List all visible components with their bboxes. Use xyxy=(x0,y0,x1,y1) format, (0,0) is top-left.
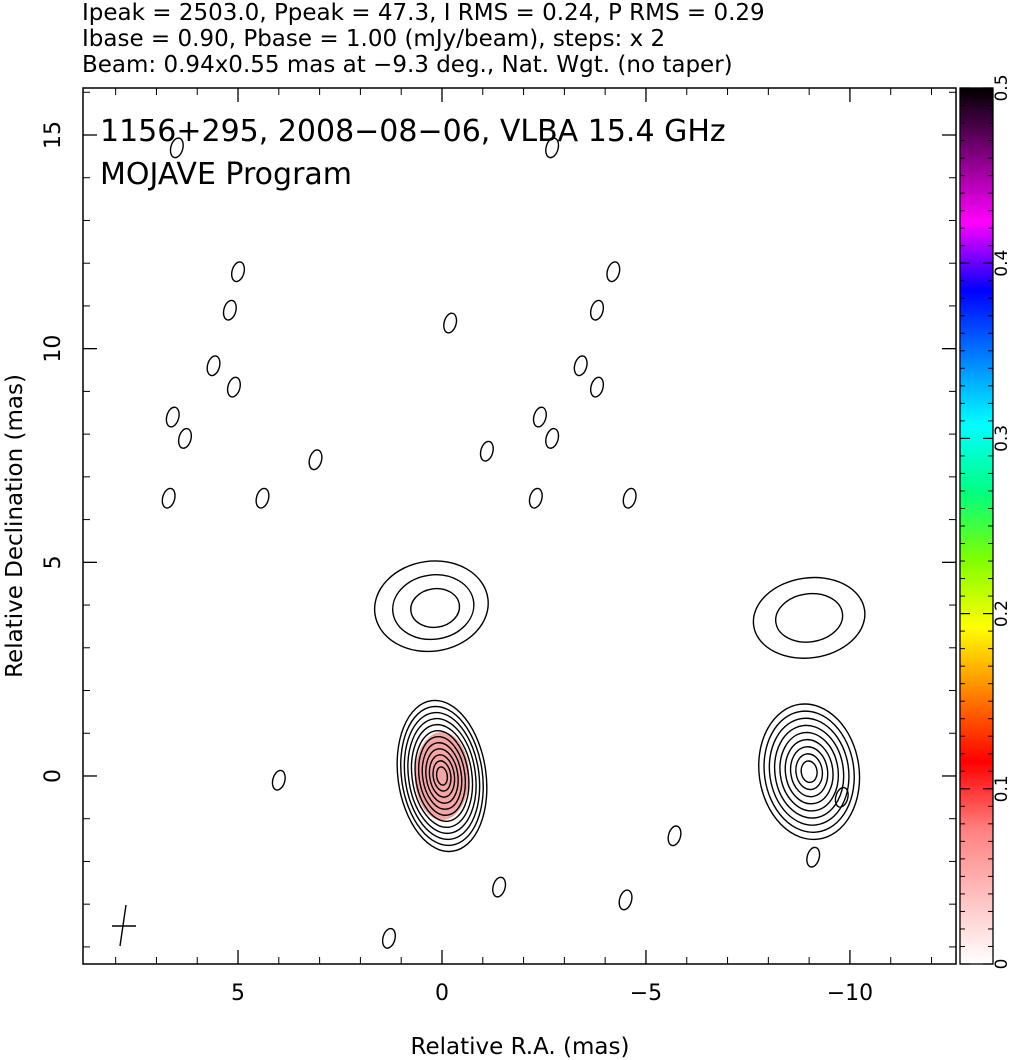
noise-contour xyxy=(618,889,633,911)
y-tick-label: 5 xyxy=(41,555,66,569)
y-tick-label: 15 xyxy=(41,121,66,149)
contour-level xyxy=(414,729,470,822)
contour-level xyxy=(417,736,467,816)
noise-contour xyxy=(161,487,176,509)
noise-contour xyxy=(606,261,621,283)
noise-contour xyxy=(622,487,637,509)
colorbar-tick-label: 0.4 xyxy=(992,250,1012,277)
contour-level xyxy=(373,560,489,653)
source-1 xyxy=(396,699,488,853)
contour-level xyxy=(800,760,818,784)
y-axis-label: Relative Declination (mas) xyxy=(2,374,28,678)
noise-contour xyxy=(589,376,605,398)
contour-level xyxy=(752,576,866,659)
x-tick-label: −10 xyxy=(827,981,873,1006)
source-2 xyxy=(373,560,489,653)
noise-contour xyxy=(589,299,605,321)
noise-contour xyxy=(308,449,323,471)
noise-contour xyxy=(492,876,507,898)
colorbar-tick-label: 0.1 xyxy=(992,775,1012,802)
noise-contour xyxy=(206,355,221,377)
noise-contour xyxy=(573,355,588,377)
x-tick-label: −5 xyxy=(630,981,662,1006)
noise-contour xyxy=(222,299,237,321)
noise-contour xyxy=(479,440,494,462)
beam-symbol xyxy=(112,904,136,947)
noise-contour xyxy=(177,427,193,449)
x-tick-label: 5 xyxy=(231,981,245,1006)
contour-level xyxy=(392,574,475,641)
header-line-3: Beam: 0.94x0.55 mas at −9.3 deg., Nat. W… xyxy=(82,52,733,78)
x-tick-label: 0 xyxy=(435,981,449,1006)
noise-contour xyxy=(381,927,397,949)
contour-level xyxy=(428,754,456,798)
contour-level xyxy=(773,724,845,819)
noise-contour xyxy=(443,312,458,334)
contour-level xyxy=(410,587,461,629)
noise-contour xyxy=(528,487,543,509)
colorbar-tick-label: 0.3 xyxy=(992,425,1012,452)
source-4 xyxy=(752,576,866,659)
source-3 xyxy=(758,703,861,841)
noise-contour xyxy=(834,786,849,808)
contour-level xyxy=(774,592,844,643)
contour-level xyxy=(400,705,484,847)
colorbar-tick-label: 0 xyxy=(992,959,1012,970)
y-tick-label: 10 xyxy=(41,335,66,363)
contour-level xyxy=(407,717,477,835)
noise-contour xyxy=(806,846,821,868)
contour-level xyxy=(795,753,824,791)
noise-contour xyxy=(169,137,184,159)
contour-level xyxy=(768,717,850,826)
contour-level xyxy=(421,742,463,810)
noise-contour xyxy=(545,427,560,449)
noise-contour xyxy=(230,261,246,283)
noise-contour xyxy=(667,825,682,847)
contour-level xyxy=(784,738,834,805)
contour-level xyxy=(425,748,459,804)
header-line-1: Ipeak = 2503.0, Ppeak = 47.3, I RMS = 0.… xyxy=(82,0,765,26)
noise-contour xyxy=(165,406,180,428)
chart-title: 1156+295, 2008−08−06, VLBA 15.4 GHz xyxy=(100,114,726,149)
contour-features xyxy=(161,137,866,949)
x-axis-label: Relative R.A. (mas) xyxy=(411,1034,630,1060)
chart-subtitle: MOJAVE Program xyxy=(100,157,352,192)
plot-frame xyxy=(82,87,957,965)
contour-level xyxy=(435,766,449,786)
y-tick-label: 0 xyxy=(41,769,66,783)
noise-contour xyxy=(226,376,241,398)
contour-level xyxy=(432,760,452,792)
contour-level xyxy=(410,723,474,829)
contour-level xyxy=(403,711,481,841)
contour-level xyxy=(779,731,840,812)
colorbar-tick-label: 0.2 xyxy=(992,600,1012,627)
source-fill xyxy=(414,731,470,821)
noise-contour xyxy=(545,137,560,159)
contour-level xyxy=(396,699,488,853)
contour-level xyxy=(758,703,861,841)
contour-level xyxy=(789,746,829,798)
noise-contour xyxy=(255,487,270,509)
colorbar-tick-label: 0.5 xyxy=(992,74,1012,101)
axis-ticks: 5 0 −5 −10 0 5 10 15 xyxy=(41,88,956,1006)
noise-contour xyxy=(271,769,286,791)
contour-level xyxy=(763,710,855,833)
colorbar xyxy=(959,87,994,965)
colorbar-ticks: 0 0.1 0.2 0.3 0.4 0.5 xyxy=(960,74,1012,969)
noise-contour xyxy=(532,406,547,428)
header-line-2: Ibase = 0.90, Pbase = 1.00 (mJy/beam), s… xyxy=(82,26,665,52)
